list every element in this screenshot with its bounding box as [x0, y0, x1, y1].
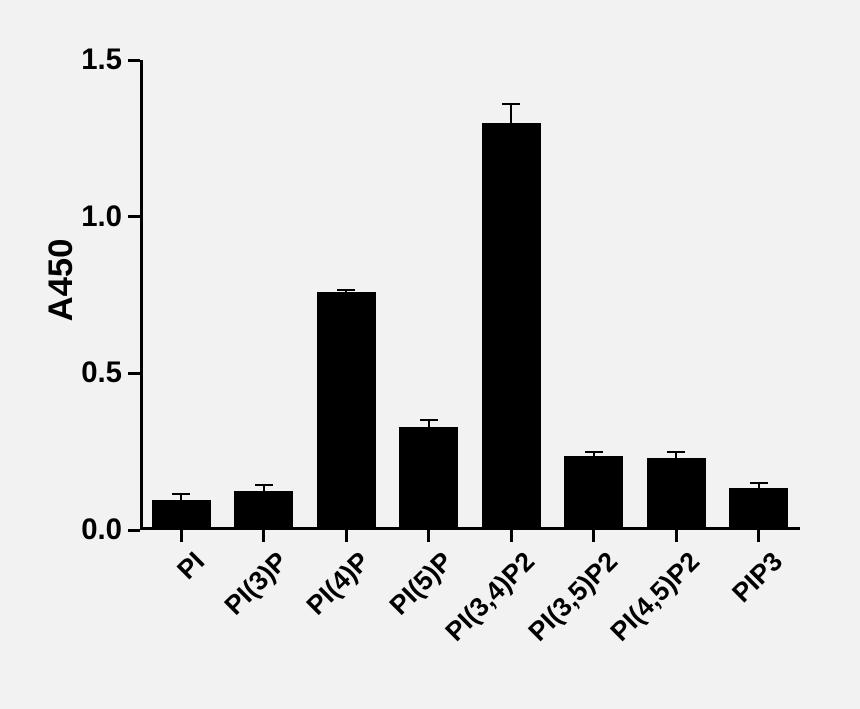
x-tick-label: PI(3,5)P2 [460, 546, 623, 709]
y-tick [128, 372, 140, 375]
bar [234, 491, 293, 530]
error-cap [337, 289, 355, 291]
x-tick [510, 530, 513, 542]
bar [647, 458, 706, 530]
x-tick-label: PI(3)P [130, 546, 293, 709]
x-tick [427, 530, 430, 542]
plot-area: 0.00.51.01.5PIPI(3)PPI(4)PPI(5)PPI(3,4)P… [140, 60, 800, 530]
y-tick [128, 215, 140, 218]
x-tick-label: PIP3 [625, 546, 788, 709]
x-tick [757, 530, 760, 542]
x-tick [675, 530, 678, 542]
x-tick-label: PI(5)P [295, 546, 458, 709]
bar-chart: A450 0.00.51.01.5PIPI(3)PPI(4)PPI(5)PPI(… [0, 0, 860, 700]
bar [399, 427, 458, 530]
x-tick-label: PI(4,5)P2 [543, 546, 706, 709]
error-cap [667, 451, 685, 453]
error-cap [420, 419, 438, 421]
x-tick-label: PI(4)P [213, 546, 376, 709]
y-axis-line [140, 60, 143, 530]
x-tick-label: PI(3,4)P2 [378, 546, 541, 709]
y-tick-label: 1.0 [81, 200, 122, 234]
x-tick [345, 530, 348, 542]
y-tick-label: 0.0 [81, 513, 122, 547]
y-tick [128, 529, 140, 532]
bar [152, 500, 211, 530]
bar [317, 292, 376, 530]
x-tick-label: PI [48, 546, 211, 709]
x-tick [180, 530, 183, 542]
error-bar [510, 104, 512, 123]
error-cap [255, 484, 273, 486]
y-tick [128, 59, 140, 62]
error-cap [585, 451, 603, 453]
error-cap [502, 103, 520, 105]
error-cap [172, 493, 190, 495]
bar [482, 123, 541, 530]
x-tick [262, 530, 265, 542]
x-tick [592, 530, 595, 542]
y-tick-label: 0.5 [81, 356, 122, 390]
bar [729, 488, 788, 530]
y-tick-label: 1.5 [81, 43, 122, 77]
bar [564, 456, 623, 530]
y-axis-label: A450 [42, 239, 81, 322]
error-cap [750, 482, 768, 484]
